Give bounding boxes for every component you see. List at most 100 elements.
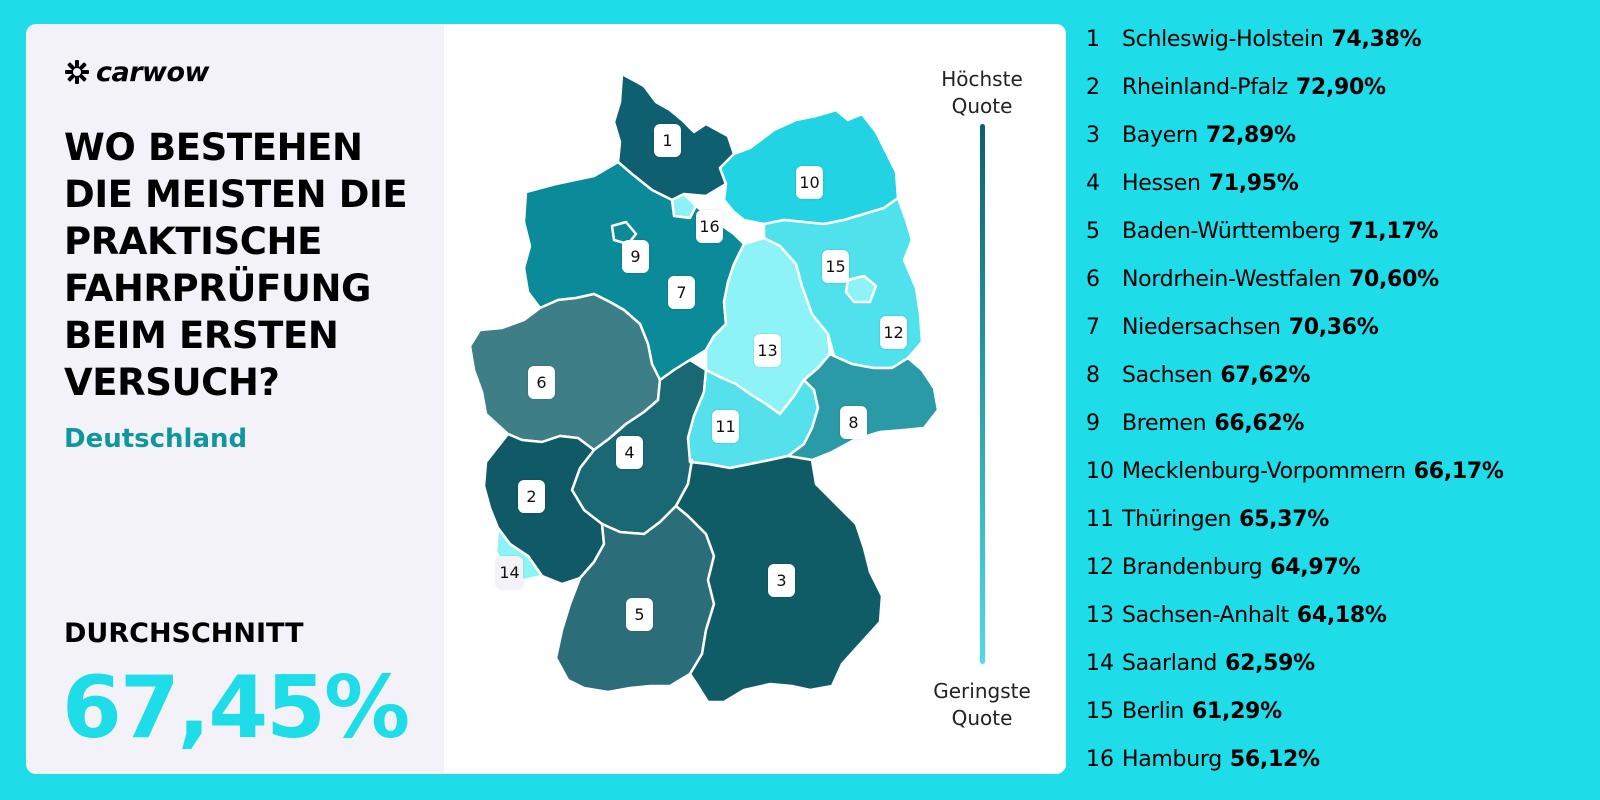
- region-berlin[interactable]: [844, 274, 878, 304]
- rank-state-name: Baden-Württemberg: [1122, 219, 1341, 244]
- rank-number: 15: [1086, 699, 1114, 724]
- ranking-row: 2 Rheinland-Pfalz 72,90%: [1086, 66, 1596, 114]
- map-marker-4: 4: [616, 436, 643, 469]
- map-marker-12: 12: [880, 316, 907, 349]
- rank-number: 6: [1086, 267, 1100, 292]
- map-panel: 1 2 3 4 5 6 7 8 9 10 11 12 13 14 15 16 H…: [444, 24, 1066, 774]
- headline: WO BESTEHEN DIE MEISTEN DIE PRAKTISCHE F…: [64, 126, 408, 404]
- ranking-row: 14 Saarland 62,59%: [1086, 642, 1596, 690]
- rank-value: 64,18%: [1296, 603, 1387, 628]
- legend-high: Höchste Quote: [922, 66, 1042, 120]
- rank-number: 1: [1086, 27, 1100, 52]
- rank-value: 74,38%: [1331, 27, 1422, 52]
- rank-number: 10: [1086, 459, 1114, 484]
- rank-number: 12: [1086, 555, 1114, 580]
- rank-value: 71,17%: [1348, 219, 1439, 244]
- rank-number: 2: [1086, 75, 1100, 100]
- rank-number: 4: [1086, 171, 1100, 196]
- legend-low-line1: Geringste: [933, 679, 1031, 703]
- rank-value: 71,95%: [1208, 171, 1299, 196]
- map-marker-5: 5: [626, 598, 653, 631]
- legend-high-line2: Quote: [951, 94, 1013, 118]
- map-marker-6: 6: [528, 366, 555, 399]
- rank-value: 66,62%: [1214, 411, 1305, 436]
- rank-state-name: Sachsen: [1122, 363, 1213, 388]
- ranking-row: 10 Mecklenburg-Vorpommern 66,17%: [1086, 450, 1596, 498]
- average-value: 67,45%: [62, 658, 410, 758]
- ranking-row: 8 Sachsen 67,62%: [1086, 354, 1596, 402]
- rank-value: 70,36%: [1288, 315, 1379, 340]
- map-marker-1: 1: [654, 124, 681, 157]
- ranking-list: 1 Schleswig-Holstein 74,38% 2 Rheinland-Pfa…: [1086, 18, 1596, 786]
- ranking-row: 16 Hamburg 56,12%: [1086, 738, 1596, 786]
- legend-gradient-bar: [980, 124, 985, 664]
- ranking-row: 11 Thüringen 65,37%: [1086, 498, 1596, 546]
- map-marker-8: 8: [840, 406, 867, 439]
- rank-value: 62,59%: [1225, 651, 1315, 676]
- rank-state-name: Rheinland-Pfalz: [1122, 75, 1288, 100]
- rank-value: 61,29%: [1192, 699, 1282, 724]
- rank-value: 56,12%: [1229, 747, 1320, 772]
- rank-state-name: Hamburg: [1122, 747, 1222, 772]
- ranking-row: 6 Nordrhein-Westfalen 70,60%: [1086, 258, 1596, 306]
- rank-state-name: Mecklenburg-Vorpommern: [1122, 459, 1406, 484]
- rank-state-name: Bayern: [1122, 123, 1198, 148]
- map-marker-15: 15: [822, 250, 849, 283]
- rank-number: 11: [1086, 507, 1114, 532]
- map-marker-16: 16: [696, 210, 723, 243]
- rank-number: 14: [1086, 651, 1114, 676]
- map-marker-3: 3: [768, 564, 795, 597]
- rank-value: 66,17%: [1413, 459, 1504, 484]
- rank-state-name: Hessen: [1122, 171, 1201, 196]
- rank-state-name: Niedersachsen: [1122, 315, 1281, 340]
- rank-number: 16: [1086, 747, 1114, 772]
- logo-text: carwow: [96, 56, 209, 88]
- rank-state-name: Nordrhein-Westfalen: [1122, 267, 1341, 292]
- ranking-row: 9 Bremen 66,62%: [1086, 402, 1596, 450]
- map-marker-11: 11: [712, 410, 739, 443]
- infographic-card: carwow WO BESTEHEN DIE MEISTEN DIE PRAKT…: [26, 24, 1066, 774]
- rank-state-name: Berlin: [1122, 699, 1185, 724]
- rank-value: 67,62%: [1220, 363, 1311, 388]
- rank-value: 65,37%: [1239, 507, 1330, 532]
- rank-state-name: Thüringen: [1122, 507, 1232, 532]
- ranking-row: 4 Hessen 71,95%: [1086, 162, 1596, 210]
- ranking-row: 3 Bayern 72,89%: [1086, 114, 1596, 162]
- map-marker-10: 10: [796, 166, 823, 199]
- ranking-row: 13 Sachsen-Anhalt 64,18%: [1086, 594, 1596, 642]
- rank-value: 64,97%: [1270, 555, 1361, 580]
- map-marker-9: 9: [622, 240, 649, 273]
- rank-number: 9: [1086, 411, 1100, 436]
- rank-value: 72,89%: [1205, 123, 1296, 148]
- legend-high-line1: Höchste: [941, 67, 1023, 91]
- legend-low-line2: Quote: [951, 706, 1013, 730]
- rank-state-name: Brandenburg: [1122, 555, 1263, 580]
- map-marker-14: 14: [496, 556, 523, 589]
- ranking-row: 12 Brandenburg 64,97%: [1086, 546, 1596, 594]
- ranking-row: 1 Schleswig-Holstein 74,38%: [1086, 18, 1596, 66]
- germany-map: [468, 72, 940, 704]
- rank-number: 3: [1086, 123, 1100, 148]
- map-marker-7: 7: [668, 276, 695, 309]
- carwow-logo[interactable]: carwow: [64, 56, 209, 88]
- ranking-row: 5 Baden-Württemberg 71,17%: [1086, 210, 1596, 258]
- ranking-row: 7 Niedersachsen 70,36%: [1086, 306, 1596, 354]
- rank-number: 5: [1086, 219, 1100, 244]
- rank-state-name: Bremen: [1122, 411, 1207, 436]
- average-label: DURCHSCHNITT: [64, 618, 304, 649]
- ranking-row: 15 Berlin 61,29%: [1086, 690, 1596, 738]
- map-marker-13: 13: [754, 334, 781, 367]
- rank-number: 7: [1086, 315, 1100, 340]
- legend-low: Geringste Quote: [922, 678, 1042, 732]
- rank-state-name: Sachsen-Anhalt: [1122, 603, 1289, 628]
- rank-state-name: Schleswig-Holstein: [1122, 27, 1324, 52]
- rank-value: 72,90%: [1295, 75, 1386, 100]
- rank-number: 13: [1086, 603, 1114, 628]
- country-label: Deutschland: [64, 424, 248, 454]
- carwow-star-icon: [65, 60, 89, 84]
- rank-number: 8: [1086, 363, 1100, 388]
- rank-value: 70,60%: [1348, 267, 1439, 292]
- region-bremen[interactable]: [610, 220, 638, 246]
- map-marker-2: 2: [518, 480, 545, 513]
- rank-state-name: Saarland: [1122, 651, 1218, 676]
